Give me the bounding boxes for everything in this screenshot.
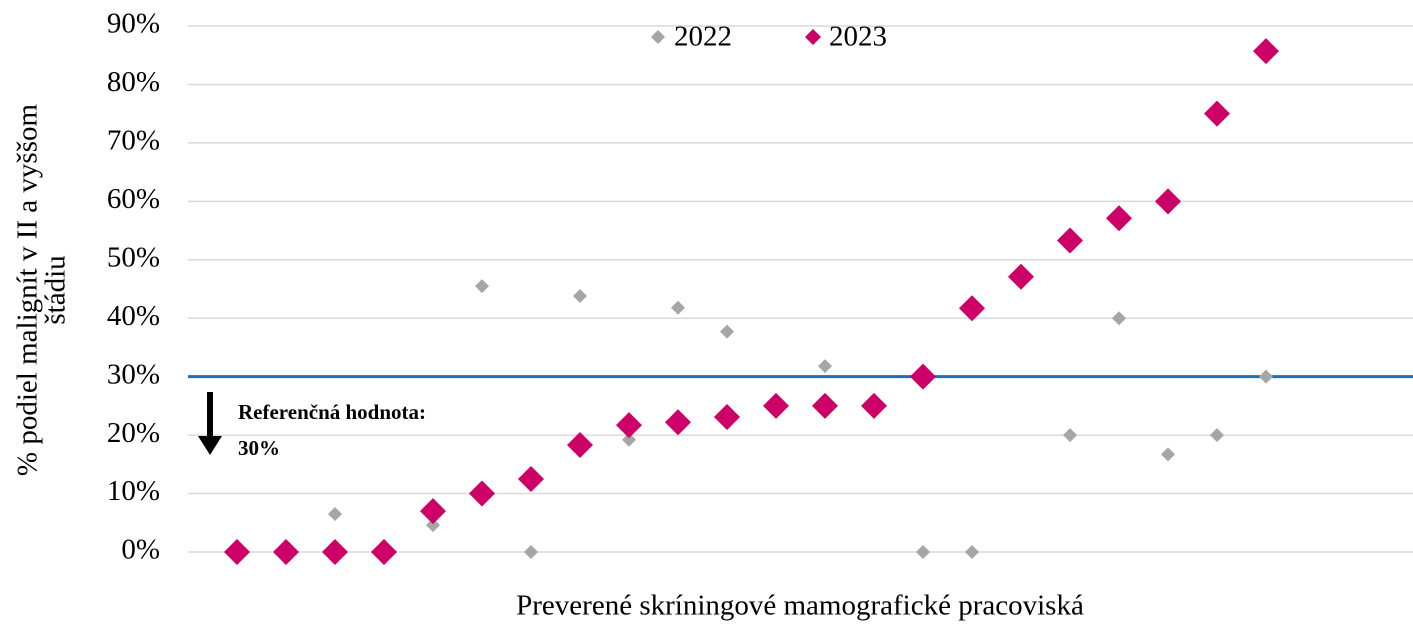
- data-point: [524, 545, 538, 559]
- y-tick-label: 70%: [107, 125, 160, 157]
- data-point: [1155, 188, 1181, 215]
- data-point: [861, 392, 887, 419]
- data-point: [671, 300, 685, 315]
- data-point: [1057, 227, 1083, 254]
- data-point: [763, 392, 789, 419]
- data-point: [1161, 447, 1175, 462]
- reference-label: 30%: [238, 436, 280, 460]
- data-point: [910, 363, 936, 390]
- data-point: [328, 507, 342, 522]
- data-point: [1063, 428, 1077, 443]
- data-point: [622, 432, 636, 447]
- data-point: [916, 545, 930, 559]
- data-point: [518, 465, 544, 492]
- data-point: [322, 539, 348, 565]
- y-tick-label: 20%: [107, 417, 160, 449]
- data-point: [224, 539, 250, 565]
- data-point: [616, 412, 642, 439]
- data-point: [1210, 428, 1224, 443]
- y-axis-label: % podiel malignít v II a vyššom štádiu: [12, 104, 72, 477]
- arrow-head: [198, 436, 222, 455]
- y-axis-label-line: štádiu: [40, 255, 72, 324]
- legend-label: 2022: [674, 21, 732, 53]
- legend-label: 2023: [829, 21, 887, 53]
- data-point: [426, 518, 440, 533]
- data-point: [965, 545, 979, 559]
- data-point: [812, 392, 838, 419]
- y-axis-label-line: % podiel malignít v II a vyššom: [12, 104, 44, 477]
- legend-marker: [805, 29, 821, 45]
- y-tick-label: 80%: [107, 66, 160, 98]
- data-point: [1008, 263, 1034, 290]
- data-point: [1259, 369, 1273, 384]
- data-point: [714, 403, 740, 430]
- y-tick-label: 30%: [107, 358, 160, 390]
- data-point: [1112, 311, 1126, 326]
- data-point: [959, 295, 985, 322]
- y-tick-label: 10%: [107, 475, 160, 507]
- data-point: [420, 498, 446, 525]
- reference-label: Referenčná hodnota:: [238, 400, 426, 424]
- data-point: [1253, 38, 1279, 65]
- y-tick-label: 0%: [121, 534, 160, 566]
- data-point: [273, 539, 299, 565]
- y-tick-label: 90%: [107, 8, 160, 40]
- legend-marker: [651, 30, 665, 44]
- data-point: [371, 539, 397, 565]
- data-point: [1106, 205, 1132, 232]
- data-point: [720, 324, 734, 339]
- data-point: [469, 480, 495, 507]
- data-point: [1204, 100, 1230, 127]
- data-point: [818, 359, 832, 374]
- data-point: [665, 409, 691, 436]
- x-axis-label: Preverené skríningové mamografické praco…: [516, 590, 1084, 622]
- data-point: [573, 289, 587, 304]
- data-point: [567, 432, 593, 459]
- grid: [188, 25, 1413, 553]
- marks: [224, 38, 1279, 565]
- y-tick-label: 60%: [107, 183, 160, 215]
- y-tick-label: 40%: [107, 300, 160, 332]
- data-point: [475, 279, 489, 294]
- y-tick-label: 50%: [107, 241, 160, 273]
